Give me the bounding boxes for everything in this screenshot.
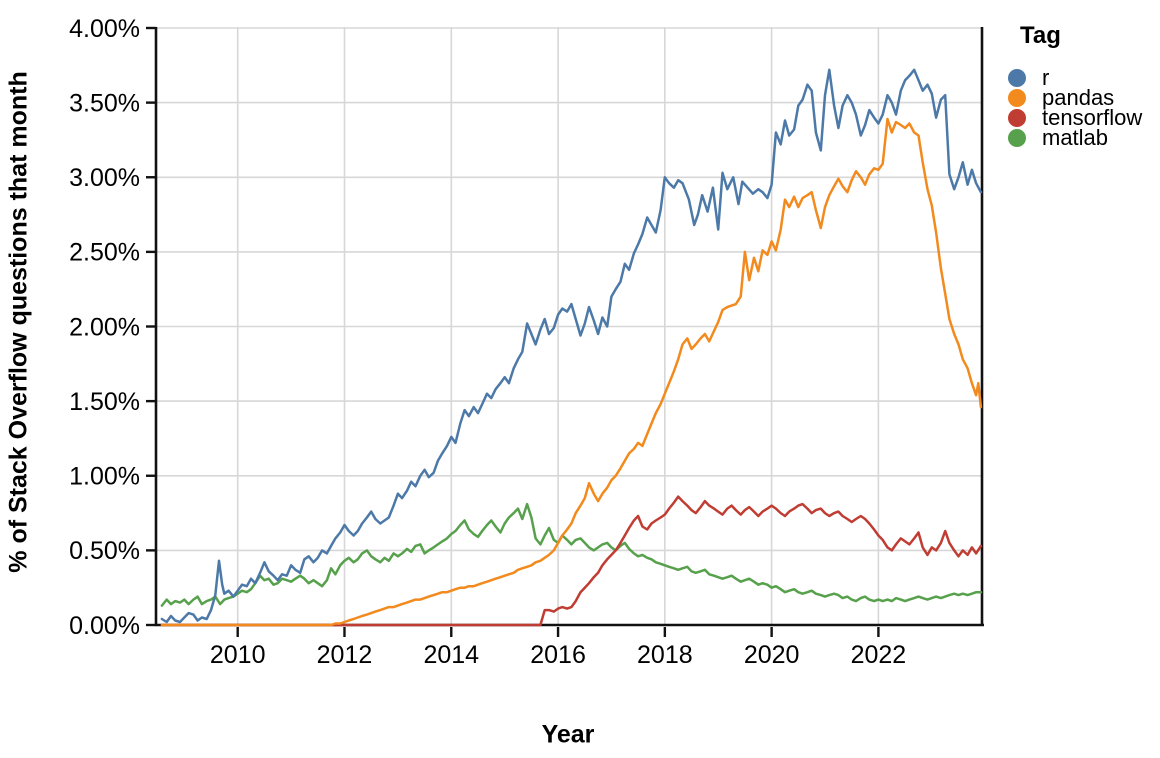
legend-label-tensorflow: tensorflow [1042, 105, 1143, 130]
series-line-r[interactable] [160, 68, 983, 624]
x-tick-label: 2012 [317, 641, 373, 669]
legend-item-tensorflow[interactable]: tensorflow [1008, 105, 1158, 130]
legend-label-r: r [1042, 65, 1050, 90]
legend-swatch-r [1008, 69, 1026, 87]
x-axis-title: Year [541, 720, 595, 749]
y-tick-label: 0.50% [69, 537, 140, 565]
x-tick-label: 2014 [423, 641, 479, 669]
legend-item-matlab[interactable]: matlab [1008, 125, 1158, 150]
series-line-tensorflow[interactable] [160, 495, 983, 627]
legend-swatch-matlab [1008, 129, 1026, 147]
legend-items: r pandas tensorflow matlab [1008, 65, 1158, 150]
y-tick-label: 2.50% [69, 239, 140, 267]
y-tick-label: 4.00% [69, 15, 140, 43]
series-line-matlab[interactable] [160, 502, 983, 607]
legend-label-pandas: pandas [1042, 85, 1115, 110]
legend-item-pandas[interactable]: pandas [1008, 85, 1158, 110]
x-tick-label: 2022 [851, 641, 907, 669]
legend-title: Tag [1020, 22, 1061, 49]
plot-area[interactable] [156, 27, 982, 625]
series-line-pandas[interactable] [160, 117, 983, 627]
y-axis-title: % of Stack Overflow questions that month [4, 71, 33, 573]
legend-swatch-tensorflow [1008, 109, 1026, 127]
legend-swatch-pandas [1008, 89, 1026, 107]
legend-item-r[interactable]: r [1008, 65, 1158, 90]
y-tick-label: 1.00% [69, 463, 140, 491]
y-tick-label: 3.00% [69, 164, 140, 192]
y-tick-label: 2.00% [69, 313, 140, 341]
x-tick-label: 2020 [744, 641, 800, 669]
y-tick-label: 0.00% [69, 612, 140, 640]
x-tick-label: 2010 [210, 641, 266, 669]
x-tick-label: 2018 [637, 641, 693, 669]
legend-label-matlab: matlab [1042, 125, 1109, 150]
x-tick-label: 2016 [530, 641, 586, 669]
y-tick-label: 3.50% [69, 89, 140, 117]
legend: Tag r pandas tensorflow matlab [1008, 22, 1158, 150]
y-tick-label: 1.50% [69, 388, 140, 416]
